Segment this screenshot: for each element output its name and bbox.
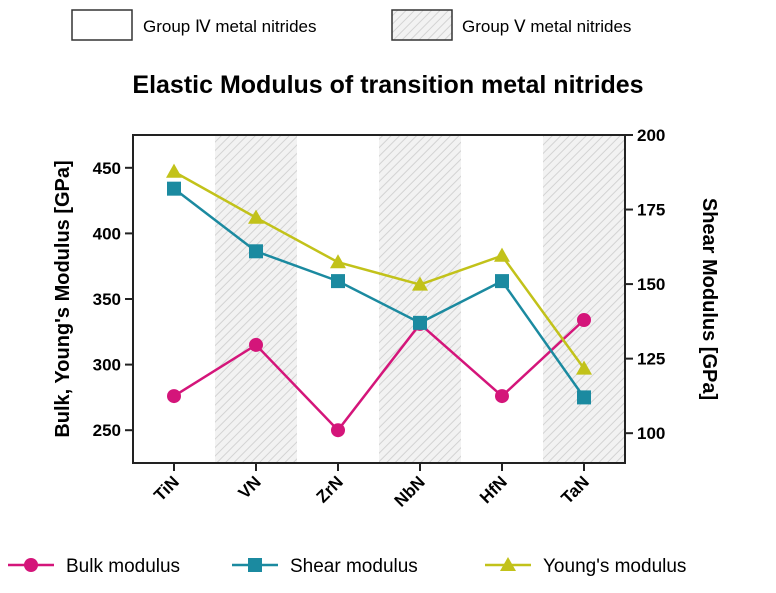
right-tick-label: 125	[637, 350, 665, 369]
left-axis: 250 300 350 400 450	[93, 159, 133, 440]
group-iv-legend-label: Group Ⅳ metal nitrides	[143, 17, 316, 36]
legend-label: Bulk modulus	[66, 556, 180, 577]
right-axis: 100 125 150 175 200	[625, 126, 665, 443]
young-s-modulus-point-tan	[576, 360, 592, 375]
x-tick-label-tan: TaN	[558, 472, 593, 507]
left-tick-label: 400	[93, 224, 121, 243]
bulk-modulus-point-hfn	[495, 389, 509, 404]
x-tick-label-vn: VN	[235, 472, 265, 502]
shear-modulus-point-vn	[249, 244, 263, 259]
bulk-modulus-point-tan	[577, 312, 591, 327]
right-axis-label: Shear Modulus [GPa]	[698, 198, 720, 400]
young-s-modulus-point-hfn	[494, 247, 510, 262]
legend-label: Shear modulus	[290, 556, 418, 577]
shear-modulus-point-tin	[167, 181, 181, 196]
legend-marker	[248, 558, 262, 572]
group-iv-legend-swatch	[71, 9, 133, 41]
right-tick-label: 175	[637, 201, 665, 220]
legend-marker	[24, 558, 38, 572]
group-legend: Group Ⅳ metal nitrides Group Ⅴ metal nit…	[71, 9, 631, 41]
bulk-modulus-line	[173, 319, 585, 433]
x-tick-label-nbn: NbN	[391, 472, 429, 510]
shear-modulus-point-hfn	[495, 274, 509, 289]
band-vn	[215, 135, 297, 463]
series-layer	[166, 163, 592, 438]
band-nbn	[379, 135, 461, 463]
legend-marker	[500, 556, 516, 572]
left-tick-label: 350	[93, 290, 121, 309]
group-v-legend-label: Group Ⅴ metal nitrides	[462, 17, 631, 36]
young-s-modulus-line	[173, 170, 586, 370]
young-s-modulus-point-nbn	[412, 276, 428, 291]
chart-title: Elastic Modulus of transition metal nitr…	[132, 71, 643, 99]
x-tick-label-zrn: ZrN	[313, 472, 347, 506]
young-s-modulus-point-tin	[166, 163, 182, 178]
young-s-modulus-point-vn	[248, 209, 264, 224]
left-tick-label: 300	[93, 356, 121, 375]
right-tick-label: 150	[637, 275, 665, 294]
series-legend: Bulk modulus Shear modulus Young's modulus	[8, 556, 686, 577]
series-young-s-modulus	[166, 163, 592, 375]
young-s-modulus-point-zrn	[330, 254, 346, 269]
left-axis-label: Bulk, Young's Modulus [GPa]	[52, 160, 74, 437]
band-tan	[543, 135, 625, 463]
right-tick-label: 200	[637, 126, 665, 145]
x-tick-label-tin: TiN	[150, 472, 183, 505]
legend-item-young-s-modulus: Young's modulus	[485, 556, 686, 577]
bulk-modulus-point-zrn	[331, 423, 345, 438]
legend-item-shear-modulus: Shear modulus	[232, 556, 418, 577]
left-tick-label: 450	[93, 159, 121, 178]
x-tick-label-hfn: HfN	[476, 472, 511, 507]
shear-modulus-point-tan	[577, 390, 591, 405]
shear-modulus-point-nbn	[413, 315, 427, 330]
group-v-bands	[215, 135, 625, 463]
left-tick-label: 250	[93, 421, 121, 440]
legend-item-bulk-modulus: Bulk modulus	[8, 556, 180, 577]
bulk-modulus-point-tin	[167, 389, 181, 404]
group-v-legend-swatch	[391, 9, 453, 41]
series-shear-modulus	[167, 181, 591, 405]
shear-modulus-line	[173, 187, 586, 399]
shear-modulus-point-zrn	[331, 274, 345, 289]
bulk-modulus-point-vn	[249, 337, 263, 352]
legend-label: Young's modulus	[543, 556, 686, 577]
x-axis: TiN VN ZrN NbN HfN TaN	[150, 463, 593, 511]
right-tick-label: 100	[637, 424, 665, 443]
